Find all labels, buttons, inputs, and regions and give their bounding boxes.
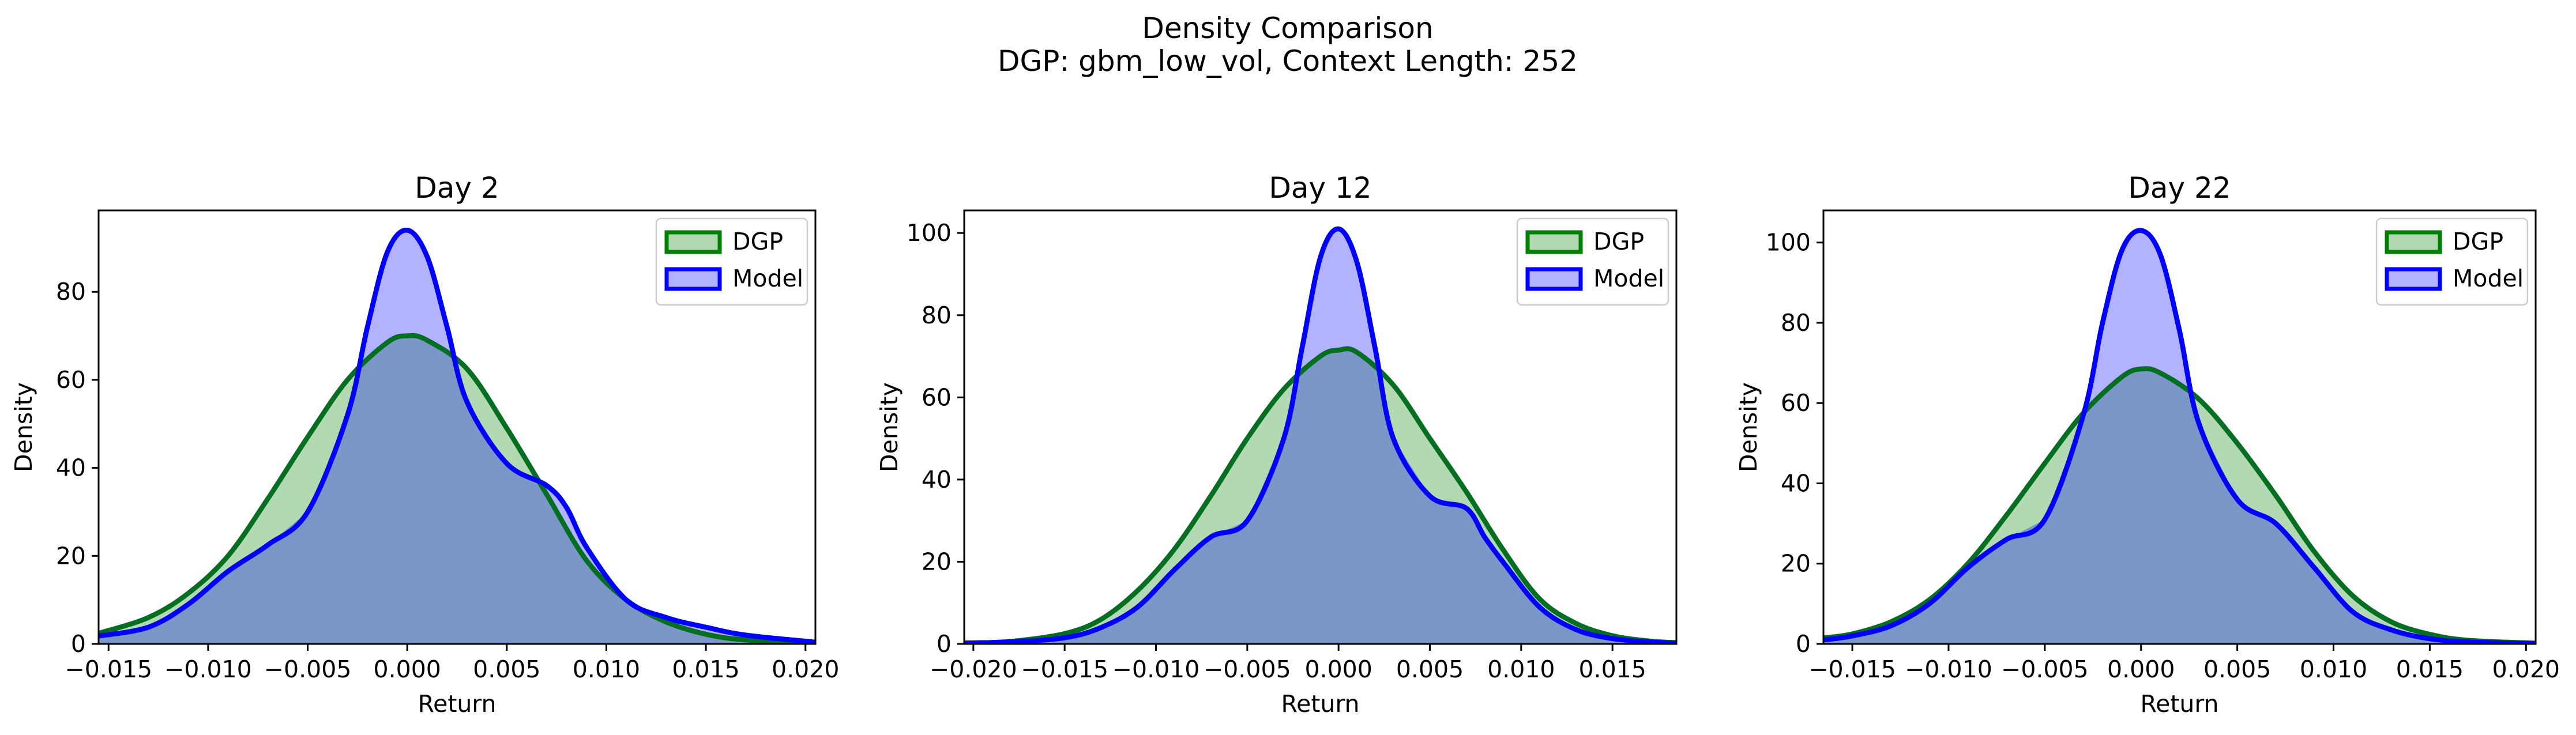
x-tick-label: 0.005 — [2203, 655, 2271, 683]
x-tick-label: −0.010 — [1112, 655, 1200, 683]
y-tick-label: 40 — [922, 466, 952, 493]
plot-area — [99, 228, 815, 644]
x-tick-label: 0.005 — [473, 655, 540, 683]
y-axis-label: Density — [1735, 382, 1762, 472]
panel-title: Day 22 — [2128, 171, 2231, 205]
plot-area — [964, 226, 1676, 644]
series-line-model-top — [99, 228, 815, 644]
y-tick-label: 20 — [56, 542, 86, 570]
series-line-dgp-tint — [964, 346, 1676, 644]
chart-panel-2: Day 12 −0.020 −0.015 −0.010 −0.005 0.000 0.005… — [875, 171, 1678, 718]
y-tick-label: 0 — [937, 630, 952, 658]
legend-swatch-model — [1525, 267, 1583, 291]
x-axis-label: Return — [418, 690, 496, 718]
x-tick-label: 0.015 — [1578, 655, 1646, 683]
x-tick-label: −0.005 — [1204, 655, 1291, 683]
x-tick-label: 0.000 — [373, 655, 441, 683]
x-tick-label: 0.000 — [1304, 655, 1372, 683]
axes-frame — [963, 209, 1678, 645]
axes-frame — [97, 209, 817, 645]
x-tick-label: −0.015 — [65, 655, 152, 683]
series-overlap-area — [1823, 369, 2536, 644]
legend-label-dgp: DGP — [732, 228, 783, 255]
y-tick-label: 60 — [56, 366, 86, 394]
y-tick-label: 60 — [922, 383, 952, 411]
y-axis-label: Density — [10, 382, 37, 472]
chart-panel-3: Day 22 −0.015 −0.010 −0.005 0.000 0.005 0.010 0… — [1735, 171, 2560, 718]
x-tick-label: −0.005 — [2001, 655, 2089, 683]
x-tick-label: 0.010 — [573, 655, 640, 683]
axes-frame — [1822, 209, 2537, 645]
legend-swatch-dgp — [1525, 230, 1583, 254]
x-axis-label: Return — [1281, 690, 1359, 718]
y-tick-label: 60 — [1781, 389, 1811, 417]
legend-swatch-dgp — [2385, 230, 2442, 254]
y-tick-label: 40 — [56, 454, 86, 482]
x-tick-label: 0.010 — [1487, 655, 1555, 683]
legend-label-model: Model — [1593, 265, 1664, 292]
legend-box — [655, 217, 808, 306]
y-tick-label: 0 — [1796, 630, 1811, 658]
y-tick-label: 80 — [56, 278, 86, 306]
series-overlap-area — [964, 350, 1676, 644]
y-tick-label: 100 — [907, 219, 952, 247]
legend-swatch-model — [664, 267, 722, 291]
y-axis-label: Density — [875, 382, 903, 472]
series-line-dgp-tint — [99, 333, 815, 644]
legend: DGP Model — [2375, 217, 2529, 306]
series-line-model-top — [964, 226, 1676, 644]
figure-suptitle-line-2: DGP: gbm_low_vol, Context Length: 252 — [998, 44, 1578, 78]
x-tick-label: −0.010 — [1905, 655, 1992, 683]
series-line-model-top — [1823, 228, 2536, 644]
y-tick-label: 40 — [1781, 469, 1811, 497]
legend: DGP Model — [655, 217, 808, 306]
y-tick-label: 0 — [71, 630, 86, 658]
chart-panel-1: Day 2 −0.015 −0.010 −0.005 0.000 0.005 0.010 0.… — [10, 171, 839, 718]
legend-label-model: Model — [732, 265, 803, 292]
legend-label-dgp: DGP — [1593, 228, 1644, 255]
x-tick-label: −0.020 — [930, 655, 1017, 683]
x-axis-label: Return — [2140, 690, 2218, 718]
x-tick-label: 0.020 — [772, 655, 839, 683]
x-tick-label: −0.010 — [164, 655, 252, 683]
y-tick-label: 20 — [1781, 550, 1811, 578]
legend: DGP Model — [1516, 217, 1669, 306]
legend-label-model: Model — [2453, 265, 2524, 292]
y-tick-label: 20 — [922, 548, 952, 575]
x-tick-label: 0.015 — [672, 655, 739, 683]
x-tick-label: 0.010 — [2300, 655, 2367, 683]
panel-title: Day 12 — [1269, 171, 1371, 205]
x-tick-label: 0.000 — [2107, 655, 2175, 683]
legend-swatch-dgp — [664, 230, 722, 254]
x-tick-label: 0.005 — [1396, 655, 1464, 683]
legend-box — [1516, 217, 1669, 306]
x-tick-label: −0.005 — [264, 655, 352, 683]
figure-suptitle-line-1: Density Comparison — [1142, 12, 1433, 45]
y-tick-label: 80 — [922, 301, 952, 329]
legend-swatch-model — [2385, 267, 2442, 291]
legend-label-dgp: DGP — [2453, 228, 2503, 255]
y-tick-label: 100 — [1766, 229, 1811, 257]
panel-title: Day 2 — [415, 171, 499, 205]
series-overlap-area — [99, 336, 815, 644]
y-tick-label: 80 — [1781, 309, 1811, 337]
x-tick-label: 0.015 — [2396, 655, 2464, 683]
x-tick-label: −0.015 — [1021, 655, 1108, 683]
x-tick-label: 0.020 — [2492, 655, 2560, 683]
x-tick-label: −0.015 — [1808, 655, 1896, 683]
plot-area — [1823, 228, 2536, 644]
legend-box — [2375, 217, 2529, 306]
